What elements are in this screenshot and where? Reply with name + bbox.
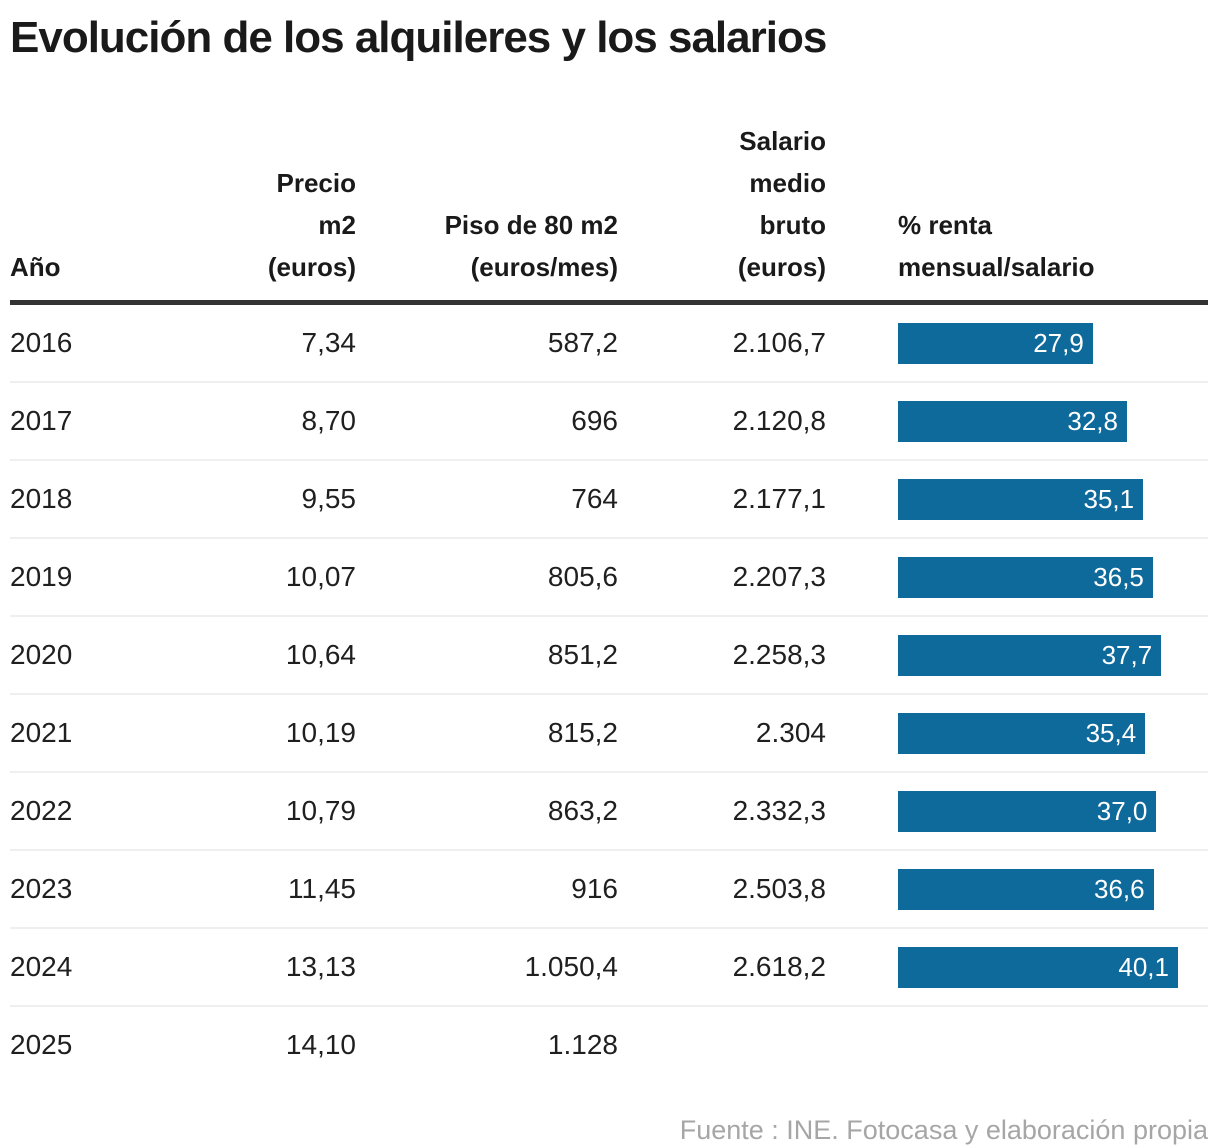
- table-row: 2016 7,34 587,2 2.106,7 27,9: [10, 305, 1208, 381]
- rent-pct-bar-label: 36,5: [1093, 561, 1144, 592]
- flat-80m2-cell: 805,6: [547, 561, 618, 592]
- rent-pct-cell: 37,7: [826, 634, 1208, 676]
- rent-pct-bar-label: 37,0: [1096, 795, 1148, 826]
- rent-pct-bar-label: 40,1: [1118, 951, 1169, 982]
- gross-salary-cell: 2.106,7: [732, 327, 826, 358]
- col-header-price-m2: Precio m2 (euros): [267, 168, 356, 282]
- rent-pct-cell: 40,1: [826, 946, 1208, 988]
- table-row: 2022 10,79 863,2 2.332,3 37,0: [10, 771, 1208, 849]
- flat-80m2-cell: 696: [571, 405, 618, 436]
- flat-80m2-cell: 764: [571, 483, 618, 514]
- rent-pct-cell: 35,1: [826, 478, 1208, 520]
- gross-salary-cell: 2.503,8: [732, 873, 826, 904]
- table-row: 2023 11,45 916 2.503,8 36,6: [10, 849, 1208, 927]
- price-m2-cell: 13,13: [285, 951, 356, 982]
- rent-pct-cell: 36,6: [826, 868, 1208, 910]
- price-m2-cell: 10,19: [285, 717, 356, 748]
- rent-pct-cell: 32,8: [826, 400, 1208, 442]
- rent-pct-bar-track: 27,9: [898, 322, 1208, 364]
- col-header-gross-salary: Salario medio bruto (euros): [737, 126, 826, 282]
- rent-pct-bar-track: 37,0: [898, 790, 1208, 832]
- table-row: 2025 14,10 1.128: [10, 1005, 1208, 1083]
- rent-pct-bar-label: 37,7: [1101, 639, 1153, 670]
- rent-pct-cell: 36,5: [826, 556, 1208, 598]
- rent-pct-bar: 37,0: [898, 790, 1157, 832]
- price-m2-cell: 10,79: [285, 795, 356, 826]
- source-note: Fuente : INE. Fotocasa y elaboración pro…: [679, 1115, 1208, 1145]
- year-cell: 2024: [10, 951, 73, 982]
- price-m2-cell: 11,45: [288, 873, 356, 904]
- table-body: 2016 7,34 587,2 2.106,7 27,9 2017 8,70 6…: [10, 305, 1208, 1083]
- rent-pct-bar: 32,8: [898, 400, 1127, 442]
- rent-pct-bar: 36,5: [898, 556, 1153, 598]
- rent-pct-bar: 36,6: [898, 868, 1154, 910]
- rent-pct-bar: 35,1: [898, 478, 1144, 520]
- rent-pct-bar-label: 27,9: [1033, 327, 1084, 358]
- flat-80m2-cell: 1.050,4: [524, 951, 618, 982]
- flat-80m2-cell: 851,2: [547, 639, 618, 670]
- year-cell: 2016: [10, 327, 73, 358]
- col-header-flat-80m2: Piso de 80 m2 (euros/mes): [444, 210, 618, 282]
- table-row: 2020 10,64 851,2 2.258,3 37,7: [10, 615, 1208, 693]
- table-header-row: Año Precio m2 (euros) Piso de 80 m2 (eur…: [10, 120, 1208, 305]
- price-m2-cell: 9,55: [301, 483, 357, 514]
- year-cell: 2018: [10, 483, 73, 514]
- rent-pct-bar-track: 36,6: [898, 868, 1208, 910]
- rent-pct-bar-track: 32,8: [898, 400, 1208, 442]
- table-row: 2024 13,13 1.050,4 2.618,2 40,1: [10, 927, 1208, 1005]
- table-row: 2017 8,70 696 2.120,8 32,8: [10, 381, 1208, 459]
- gross-salary-cell: 2.207,3: [732, 561, 826, 592]
- gross-salary-cell: 2.304: [755, 717, 826, 748]
- flat-80m2-cell: 863,2: [547, 795, 618, 826]
- price-m2-cell: 14,10: [285, 1029, 356, 1060]
- table-row: 2018 9,55 764 2.177,1 35,1: [10, 459, 1208, 537]
- rents-salaries-table: Año Precio m2 (euros) Piso de 80 m2 (eur…: [10, 120, 1208, 1083]
- rent-pct-bar-label: 32,8: [1067, 405, 1118, 436]
- flat-80m2-cell: 916: [571, 873, 618, 904]
- table-row: 2021 10,19 815,2 2.304 35,4: [10, 693, 1208, 771]
- rent-pct-bar-track: 40,1: [898, 946, 1208, 988]
- rent-pct-cell: 35,4: [826, 712, 1208, 754]
- flat-80m2-cell: 815,2: [547, 717, 618, 748]
- year-cell: 2025: [10, 1029, 73, 1060]
- rent-pct-cell: 27,9: [826, 322, 1208, 364]
- year-cell: 2021: [10, 717, 73, 748]
- table-row: 2019 10,07 805,6 2.207,3 36,5: [10, 537, 1208, 615]
- price-m2-cell: 10,07: [285, 561, 356, 592]
- rent-pct-bar-track: 35,1: [898, 478, 1208, 520]
- rent-pct-bar-track: 35,4: [898, 712, 1208, 754]
- col-header-year: Año: [10, 252, 61, 282]
- gross-salary-cell: 2.177,1: [732, 483, 826, 514]
- rent-pct-bar-track: 36,5: [898, 556, 1208, 598]
- rent-pct-bar: 40,1: [898, 946, 1178, 988]
- rent-pct-bar: 27,9: [898, 322, 1093, 364]
- chart-title: Evolución de los alquileres y los salari…: [10, 13, 827, 62]
- rent-pct-bar: 37,7: [898, 634, 1162, 676]
- rent-pct-bar-label: 36,6: [1093, 873, 1145, 904]
- rent-pct-bar-track: 37,7: [898, 634, 1208, 676]
- gross-salary-cell: 2.120,8: [732, 405, 826, 436]
- price-m2-cell: 8,70: [301, 405, 357, 436]
- flat-80m2-cell: 1.128: [547, 1029, 618, 1060]
- year-cell: 2019: [10, 561, 73, 592]
- price-m2-cell: 7,34: [301, 327, 357, 358]
- flat-80m2-cell: 587,2: [547, 327, 618, 358]
- gross-salary-cell: 2.332,3: [732, 795, 826, 826]
- year-cell: 2023: [10, 873, 73, 904]
- rent-pct-bar-label: 35,1: [1083, 483, 1135, 514]
- rent-pct-bar: 35,4: [898, 712, 1146, 754]
- year-cell: 2020: [10, 639, 73, 670]
- rent-pct-cell: 37,0: [826, 790, 1208, 832]
- rent-pct-bar-label: 35,4: [1085, 717, 1137, 748]
- gross-salary-cell: 2.258,3: [732, 639, 826, 670]
- col-header-rent-pct: % renta mensual/salario: [898, 210, 1095, 282]
- year-cell: 2022: [10, 795, 73, 826]
- gross-salary-cell: 2.618,2: [732, 951, 826, 982]
- price-m2-cell: 10,64: [285, 639, 356, 670]
- year-cell: 2017: [10, 405, 73, 436]
